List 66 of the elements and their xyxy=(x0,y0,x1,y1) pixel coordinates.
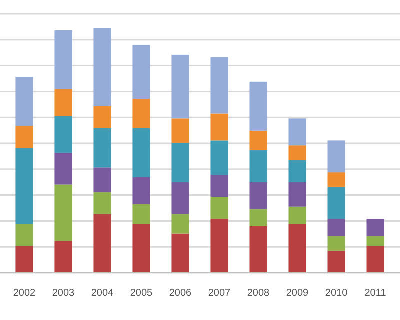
bar xyxy=(172,234,190,273)
bar xyxy=(132,204,150,224)
bar xyxy=(172,54,190,119)
x-tick-label: 2006 xyxy=(169,288,192,299)
bar xyxy=(94,106,112,128)
x-tick-label: 2011 xyxy=(364,288,387,299)
bar xyxy=(16,246,34,273)
bar xyxy=(328,219,346,236)
bar xyxy=(210,175,228,198)
bar xyxy=(16,148,34,224)
bar xyxy=(54,116,72,153)
bar xyxy=(210,197,228,220)
x-tick-label: 2002 xyxy=(13,288,36,299)
bar xyxy=(94,128,112,168)
bar xyxy=(250,226,268,273)
bar xyxy=(54,184,72,242)
bar xyxy=(54,30,72,90)
bar xyxy=(172,182,190,214)
bar xyxy=(16,126,34,148)
bar xyxy=(288,146,306,160)
bar xyxy=(94,214,112,273)
bar xyxy=(288,182,306,207)
x-tick-label: 2010 xyxy=(325,288,348,299)
x-tick-label: 2007 xyxy=(208,288,232,299)
bar xyxy=(366,219,384,236)
x-tick-label: 2008 xyxy=(247,288,270,299)
bar xyxy=(250,150,268,182)
bar xyxy=(172,143,190,182)
bar xyxy=(210,57,228,114)
bar xyxy=(250,209,268,226)
bar xyxy=(288,160,306,182)
bar xyxy=(250,182,268,210)
bar xyxy=(250,82,268,131)
bar xyxy=(132,45,150,100)
bar xyxy=(328,236,346,251)
bar xyxy=(94,28,112,106)
bar xyxy=(94,192,112,214)
bar xyxy=(250,130,268,150)
bar xyxy=(328,140,346,173)
bar xyxy=(366,246,384,273)
bar xyxy=(132,224,150,273)
bar xyxy=(16,77,34,126)
bar xyxy=(288,224,306,273)
x-tick-label: 2004 xyxy=(91,288,114,299)
bar xyxy=(172,214,190,234)
bar xyxy=(54,152,72,185)
bar xyxy=(16,224,34,246)
bar xyxy=(328,250,346,273)
x-tick-label: 2009 xyxy=(286,288,310,299)
bar xyxy=(210,219,228,273)
bar xyxy=(210,140,228,175)
bar xyxy=(328,187,346,220)
bar xyxy=(132,99,150,128)
bar xyxy=(210,114,228,141)
bar xyxy=(54,89,72,116)
bar xyxy=(132,177,150,204)
bar xyxy=(94,168,112,192)
bar xyxy=(288,118,306,146)
bar xyxy=(366,236,384,246)
x-tick-label: 2003 xyxy=(52,288,76,299)
bar xyxy=(132,128,150,178)
bar xyxy=(172,118,190,144)
bar xyxy=(328,172,346,188)
bar xyxy=(54,241,72,273)
x-tick-label: 2005 xyxy=(130,288,154,299)
bar xyxy=(288,206,306,224)
